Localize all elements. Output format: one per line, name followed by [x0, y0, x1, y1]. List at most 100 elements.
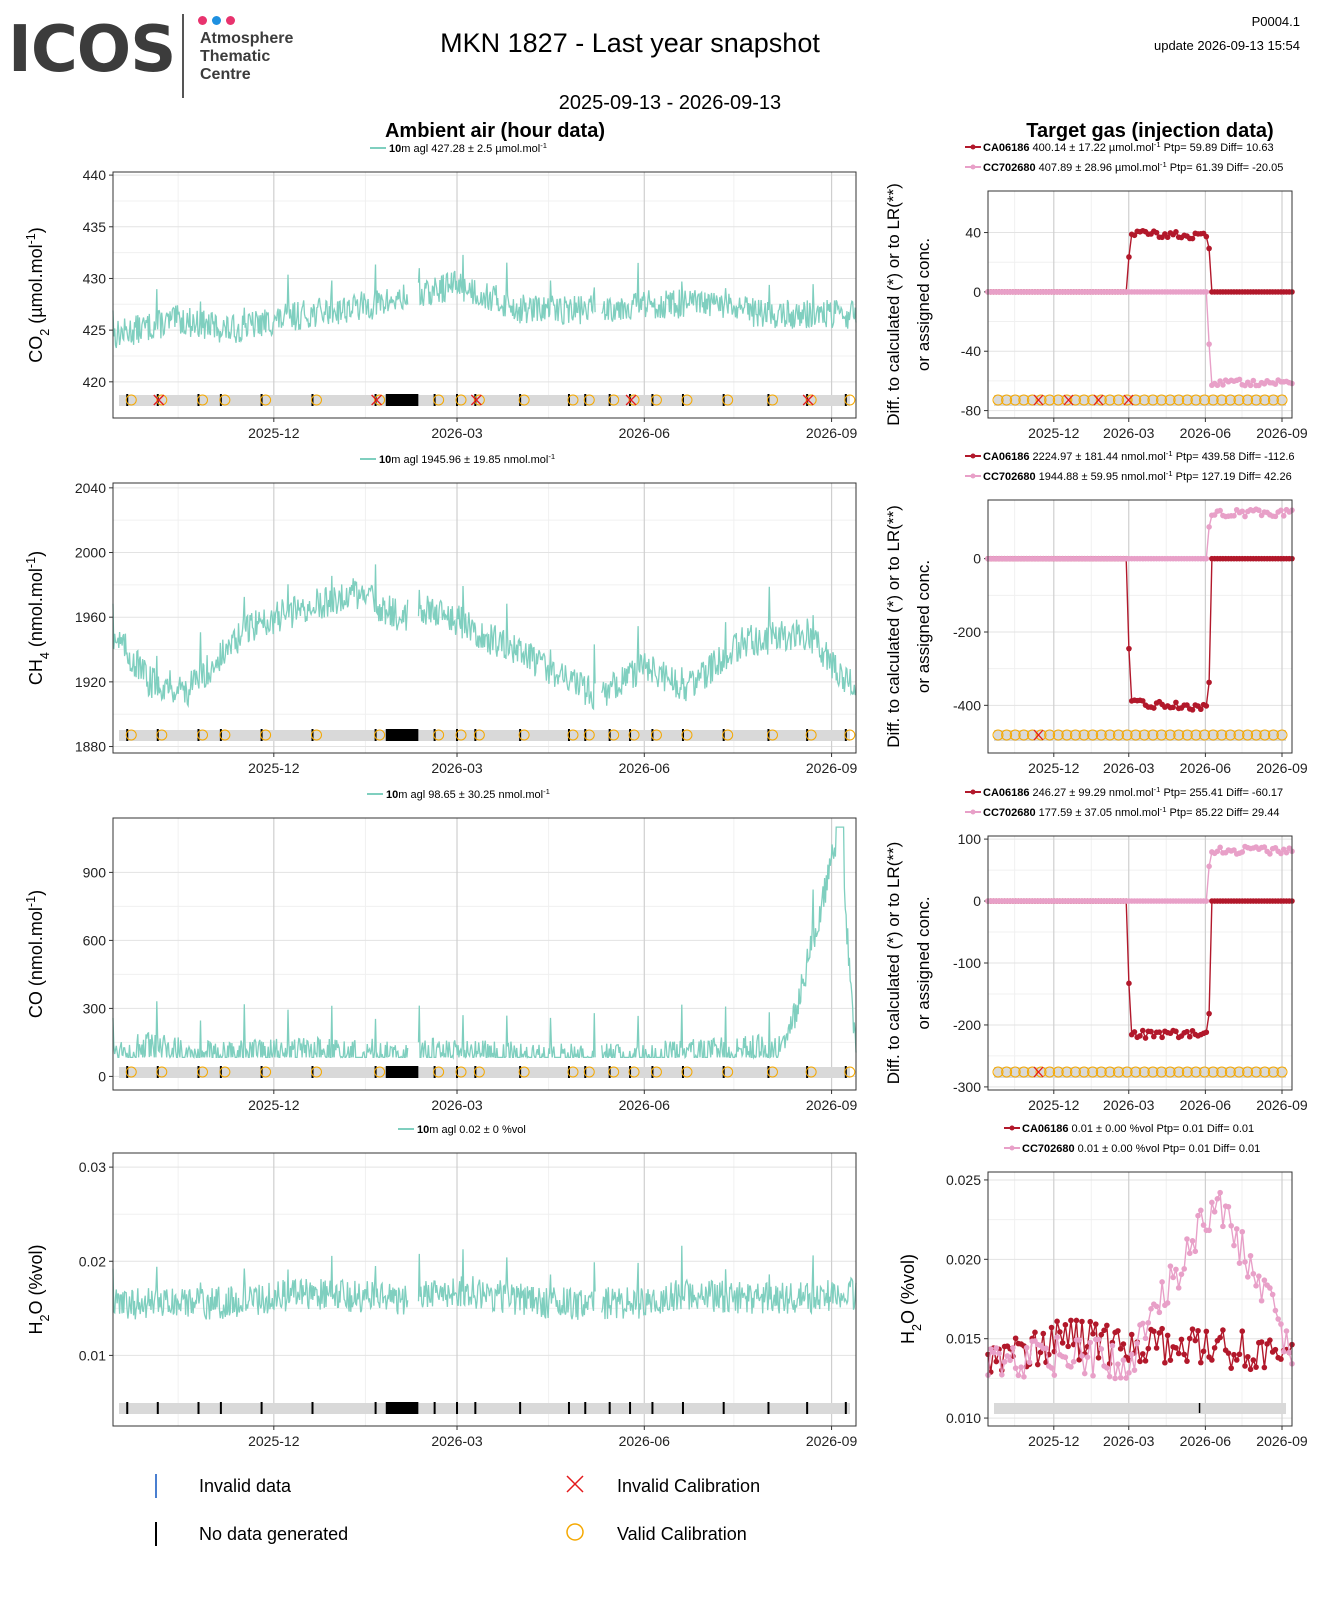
co-target-CA06186-point [1173, 1028, 1179, 1035]
h2o-target-CC702680-point [1048, 1365, 1055, 1371]
ch4-target-CA06186-point [1189, 707, 1196, 713]
h2o-target-CC702680-point [1175, 1285, 1182, 1291]
valid-calibration-mark [473, 394, 485, 406]
co2-ambient-panel: 420 425 430 435 440 2025-12 2026-03 2026-06 2026… [83, 167, 858, 441]
ch4-target-CA06186-point [1206, 679, 1212, 686]
target-title: Target gas (injection data) [1026, 120, 1274, 142]
h2o-target-CA06186-point [1175, 1350, 1182, 1357]
invalid-calibration-mark [1033, 394, 1044, 406]
valid-calibration-mark [1173, 729, 1185, 741]
co-target-legend-CA06186: CA06186 246.27 ± 99.29 nmol.mol-1 Ptp= 2… [983, 785, 1283, 800]
y-tick-label: 0.025 [946, 1172, 981, 1188]
co-target-CC702680-point [1283, 849, 1290, 856]
co-target-CA06186-point [1156, 1029, 1163, 1035]
ch4-ambient-legend-label: 10m agl 1945.96 ± 19.85 nmol.mol-1 [379, 452, 555, 467]
y-tick-label: -200 [953, 624, 981, 640]
valid-calibration-mark [1190, 394, 1202, 406]
valid-calibration-mark [1061, 1066, 1073, 1078]
h2o-target-CA06186-point [1192, 1337, 1199, 1344]
invalid-calibration-mark [371, 394, 383, 406]
ch4-target-CA06186-point [1126, 645, 1132, 652]
valid-calibration-mark [473, 729, 485, 741]
co2-target-CA06186-point [1173, 229, 1179, 235]
y-tick-label: -40 [961, 343, 981, 359]
ch4-target-CC702680-point [1278, 507, 1284, 514]
h2o-target-CC702680-point [1253, 1283, 1259, 1289]
valid-calibration-mark [805, 1066, 817, 1078]
valid-calibration-mark [766, 729, 778, 741]
h2o-target-legend-CC702680: CC702680 0.01 ± 0.00 %vol Ptp= 0.01 Diff… [1022, 1143, 1260, 1155]
h2o-target-CC702680-point [993, 1345, 1000, 1351]
co2-ambient-legend-label: 10m agl 427.28 ± 2.5 µmol.mol-1 [389, 141, 547, 156]
h2o-ambient-series-line [112, 1245, 857, 1320]
valid-calibration-mark [1156, 729, 1168, 741]
h2o-target-CC702680-point [1062, 1354, 1069, 1361]
h2o-target-CA06186-point [1200, 1348, 1207, 1355]
h2o-target-CC702680-point [1209, 1199, 1215, 1206]
valid-calibration-mark [1087, 729, 1099, 741]
ch4-target-CA06186-point [1139, 698, 1146, 704]
h2o-target-CC702680-point [1217, 1189, 1223, 1196]
h2o-target-CC702680-point [1280, 1348, 1287, 1355]
plot-border [112, 817, 857, 1091]
h2o-target-CC702680-point [1184, 1236, 1190, 1242]
h2o-ambient-y-axis-label: H2O (%vol) [26, 1244, 52, 1334]
valid-calibration-mark [433, 394, 445, 406]
valid-calibration-mark [1147, 1066, 1159, 1078]
h2o-target-CA06186-point [993, 1358, 1000, 1365]
h2o-target-CC702680-point [1106, 1373, 1113, 1380]
invalid-calibration-icon [566, 1475, 584, 1493]
valid-calibration-mark [1207, 1066, 1219, 1078]
co-target-y-axis-label-line2: or assigned conc. [914, 896, 933, 1029]
x-tick-label: 2026-03 [431, 760, 483, 776]
valid-calibration-mark [518, 1066, 530, 1078]
valid-calibration-mark [1181, 394, 1193, 406]
h2o-target-CC702680-point [1001, 1359, 1008, 1365]
valid-calibration-mark [1130, 394, 1142, 406]
h2o-target-CC702680-point [1128, 1351, 1135, 1358]
y-tick-label: 0.010 [946, 1410, 981, 1426]
h2o-target-CC702680-point [1178, 1271, 1185, 1278]
h2o-target-CA06186-point [1239, 1328, 1246, 1335]
h2o-target-CC702680-point [1247, 1252, 1254, 1259]
valid-calibration-mark [1026, 394, 1038, 406]
valid-calibration-mark [650, 1066, 662, 1078]
co-ambient-panel: 0 300 600 900 2025-12 2026-03 2026-06 2026-09 [83, 817, 857, 1113]
valid-calibration-mark [1035, 729, 1047, 741]
h2o-target-CC702680-point [1081, 1370, 1088, 1377]
h2o-target-CA06186-point [1253, 1364, 1259, 1370]
plot-area [988, 500, 1292, 753]
page-id: P0004.1 [1251, 14, 1300, 29]
logo-dot-pink-2 [226, 16, 235, 25]
co-target-CA06186-point [1203, 1029, 1210, 1036]
valid-calibration-mark [1259, 729, 1271, 741]
valid-calibration-mark [260, 394, 272, 406]
h2o-target-CC702680-point [1272, 1307, 1279, 1314]
valid-calibration-mark [1087, 1066, 1099, 1078]
h2o-target-CC702680-point [1170, 1274, 1176, 1281]
valid-calibration-mark [681, 1066, 693, 1078]
h2o-target-CA06186-point [1117, 1345, 1124, 1352]
x-tick-label: 2026-06 [619, 1097, 671, 1113]
valid-calibration-mark [1147, 394, 1159, 406]
co-target-CC702680-point [1203, 898, 1210, 904]
valid-calibration-mark [518, 394, 530, 406]
co-target-CA06186-point [1131, 1029, 1138, 1035]
valid-calibration-mark [1207, 394, 1219, 406]
valid-calibration-mark [1112, 1066, 1124, 1078]
h2o-target-CA06186-point [1090, 1331, 1096, 1337]
valid-calibration-mark [1018, 394, 1030, 406]
valid-calibration-mark [156, 1066, 168, 1078]
y-tick-label: 420 [83, 374, 107, 390]
h2o-target-CC702680-point [1239, 1228, 1246, 1235]
valid-calibration-mark [583, 729, 595, 741]
co-target-CC702680-point [1214, 848, 1221, 855]
x-tick-label: 2026-06 [619, 425, 671, 441]
h2o-target-CC702680-point [1192, 1248, 1199, 1255]
h2o-target-CC702680-point [1228, 1222, 1234, 1229]
h2o-target-CA06186-point [1098, 1331, 1105, 1338]
valid-calibration-mark [1044, 729, 1056, 741]
valid-calibration-mark [1250, 729, 1262, 741]
x-tick-label: 2025-12 [1028, 1433, 1080, 1449]
